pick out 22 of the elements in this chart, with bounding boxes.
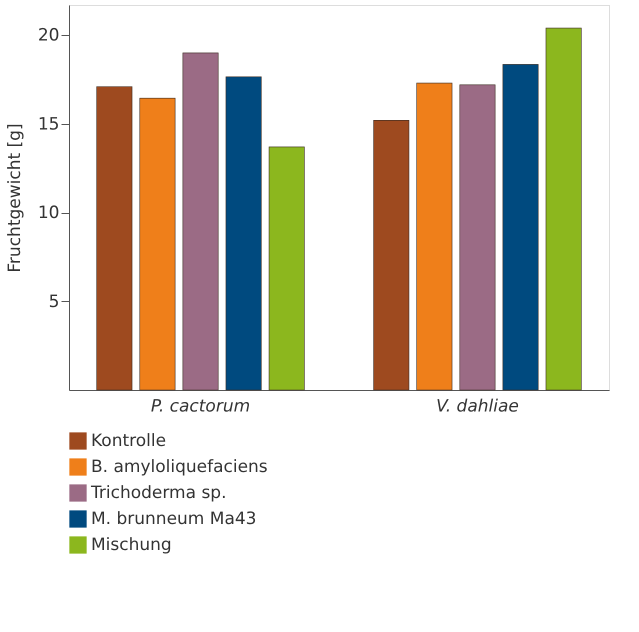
legend-label: Mischung (91, 535, 172, 555)
legend-label: B. amyloliquefaciens (91, 457, 268, 477)
y-tick-label: 5 (48, 292, 60, 312)
y-axis-title: Fruchtgewicht [g] (4, 123, 25, 273)
bar (416, 82, 452, 390)
x-tick-label: V. dahliae (436, 396, 519, 416)
bar (96, 86, 132, 390)
legend-label: Kontrolle (91, 431, 166, 451)
bar (459, 84, 496, 390)
bar (373, 120, 410, 390)
bar (182, 52, 219, 390)
y-tick-label: 20 (38, 26, 60, 46)
bar (268, 146, 305, 390)
bar (546, 28, 582, 390)
bar (139, 98, 176, 390)
bar (226, 76, 262, 390)
y-tick-label: 10 (38, 203, 60, 224)
legend-label: M. brunneum Ma43 (91, 509, 256, 529)
bar (502, 64, 539, 390)
legend-label: Trichoderma sp. (90, 483, 226, 503)
y-tick-label: 15 (38, 114, 60, 134)
x-tick-label: P. cactorum (150, 396, 250, 416)
